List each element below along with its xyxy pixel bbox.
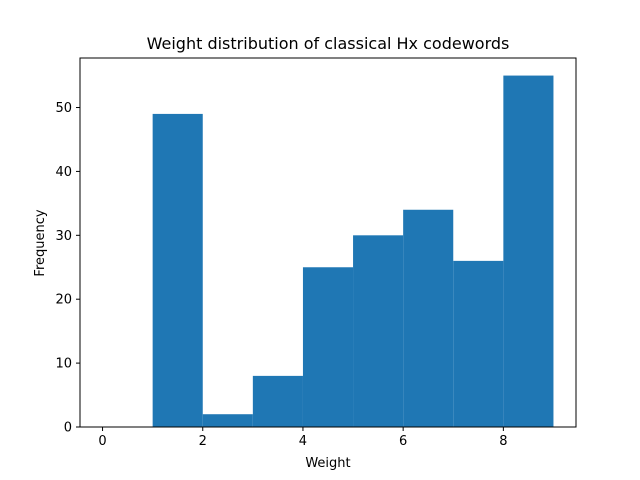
y-axis-label: Frequency <box>33 209 48 276</box>
bars-group <box>152 75 554 428</box>
y-tick-label: 20 <box>55 293 72 308</box>
histogram-bar-7 <box>453 260 504 427</box>
x-tick-label: 4 <box>299 434 307 449</box>
y-tick-label: 30 <box>55 229 72 244</box>
x-axis-ticks: 0 2 4 6 8 <box>98 427 507 449</box>
x-tick-label: 0 <box>98 434 106 449</box>
y-tick-label: 10 <box>55 357 72 372</box>
histogram-bar-8 <box>503 75 554 428</box>
x-tick-label: 6 <box>399 434 407 449</box>
plot-frame <box>79 57 577 428</box>
chart-title: Weight distribution of classical Hx code… <box>147 34 510 53</box>
x-tick-label: 8 <box>499 434 507 449</box>
histogram-bar-3 <box>252 375 303 427</box>
histogram-bar-4 <box>302 267 354 427</box>
y-tick-label: 50 <box>55 101 72 116</box>
x-axis-label: Weight <box>305 456 350 471</box>
histogram-bar-5 <box>353 235 404 427</box>
histogram-bar-6 <box>403 209 454 427</box>
y-tick-label: 40 <box>55 165 72 180</box>
y-axis-ticks: 0 10 20 30 40 50 <box>55 101 80 436</box>
histogram-bar-2 <box>202 414 253 427</box>
x-tick-label: 2 <box>199 434 207 449</box>
histogram-bar-1 <box>152 113 203 427</box>
y-tick-label: 0 <box>64 421 72 436</box>
